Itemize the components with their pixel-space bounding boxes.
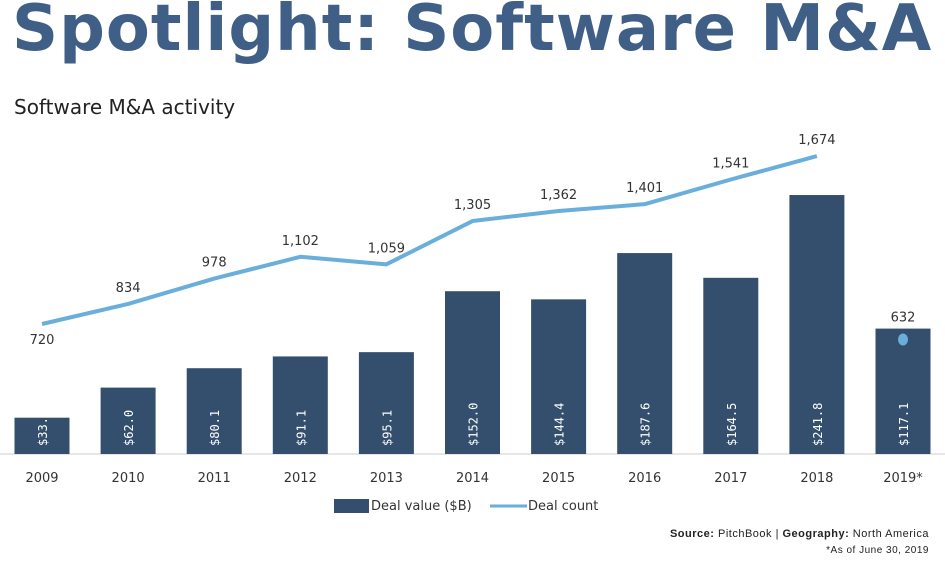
x-tick-label: 2015	[542, 471, 575, 486]
bar-label: $152.0	[467, 403, 481, 446]
legend-deal-value: Deal value ($B)	[371, 499, 472, 514]
geography-value: North America	[852, 528, 929, 540]
bar-2012	[272, 356, 328, 454]
bar-label: $164.5	[725, 403, 739, 446]
page-title: Spotlight: Software M&A	[12, 0, 933, 66]
deal-count-point-2019	[898, 333, 908, 346]
x-tick-label: 2016	[628, 471, 661, 486]
bar-2013	[358, 352, 414, 454]
bar-label: $144.4	[553, 403, 567, 446]
bar-2017	[703, 277, 759, 454]
line-label: 1,674	[798, 133, 835, 148]
bar-2014	[445, 291, 500, 454]
bar-label: $187.6	[639, 403, 653, 446]
deal-count-line	[41, 154, 818, 326]
bar-label: $241.8	[811, 403, 825, 446]
line-label: 1,541	[712, 157, 749, 172]
line-label: 1,362	[540, 188, 577, 203]
bar-2010	[100, 387, 156, 454]
line-label: 1,305	[454, 198, 491, 213]
source-note: Source: PitchBook | Geography: North Ame…	[669, 528, 929, 540]
bar-2015	[531, 299, 587, 454]
bar-label: $117.1	[897, 403, 911, 446]
bar-label: $62.0	[122, 410, 136, 446]
bar-2011	[186, 368, 242, 454]
x-tick-label: 2018	[800, 471, 833, 486]
footnote: *As of June 30, 2019	[826, 545, 929, 556]
geography-label: Geography:	[782, 528, 850, 540]
bar-2009	[14, 417, 70, 454]
bar-2019*	[875, 328, 931, 454]
bar-label: $91.1	[294, 410, 308, 446]
x-tick-label: 2014	[456, 471, 489, 486]
x-tick-label: 2010	[112, 471, 145, 486]
legend-swatch-deal-value	[334, 499, 369, 513]
line-label: 632	[891, 310, 916, 325]
x-tick-label: 2017	[714, 471, 747, 486]
x-tick-label: 2019*	[883, 471, 923, 486]
x-tick-label: 2012	[284, 471, 317, 486]
line-label: 1,102	[282, 234, 319, 249]
bar-2018	[789, 195, 845, 454]
bar-label: $33.9	[36, 410, 50, 446]
legend-deal-count: Deal count	[528, 499, 598, 514]
x-tick-label: 2011	[198, 471, 231, 486]
line-label: 720	[30, 333, 55, 348]
x-tick-label: 2009	[25, 471, 58, 486]
line-label: 834	[116, 281, 141, 296]
line-label: 1,401	[626, 181, 663, 196]
x-tick-label: 2013	[370, 471, 403, 486]
source-label: Source:	[669, 528, 715, 540]
line-label: 978	[202, 256, 227, 271]
bar-label: $95.1	[380, 410, 394, 446]
chart-title: Software M&A activity	[14, 95, 236, 119]
bar-2016	[617, 253, 673, 454]
bar-label: $80.1	[208, 410, 222, 446]
line-label: 1,059	[368, 241, 405, 256]
source-value: PitchBook	[717, 528, 773, 540]
